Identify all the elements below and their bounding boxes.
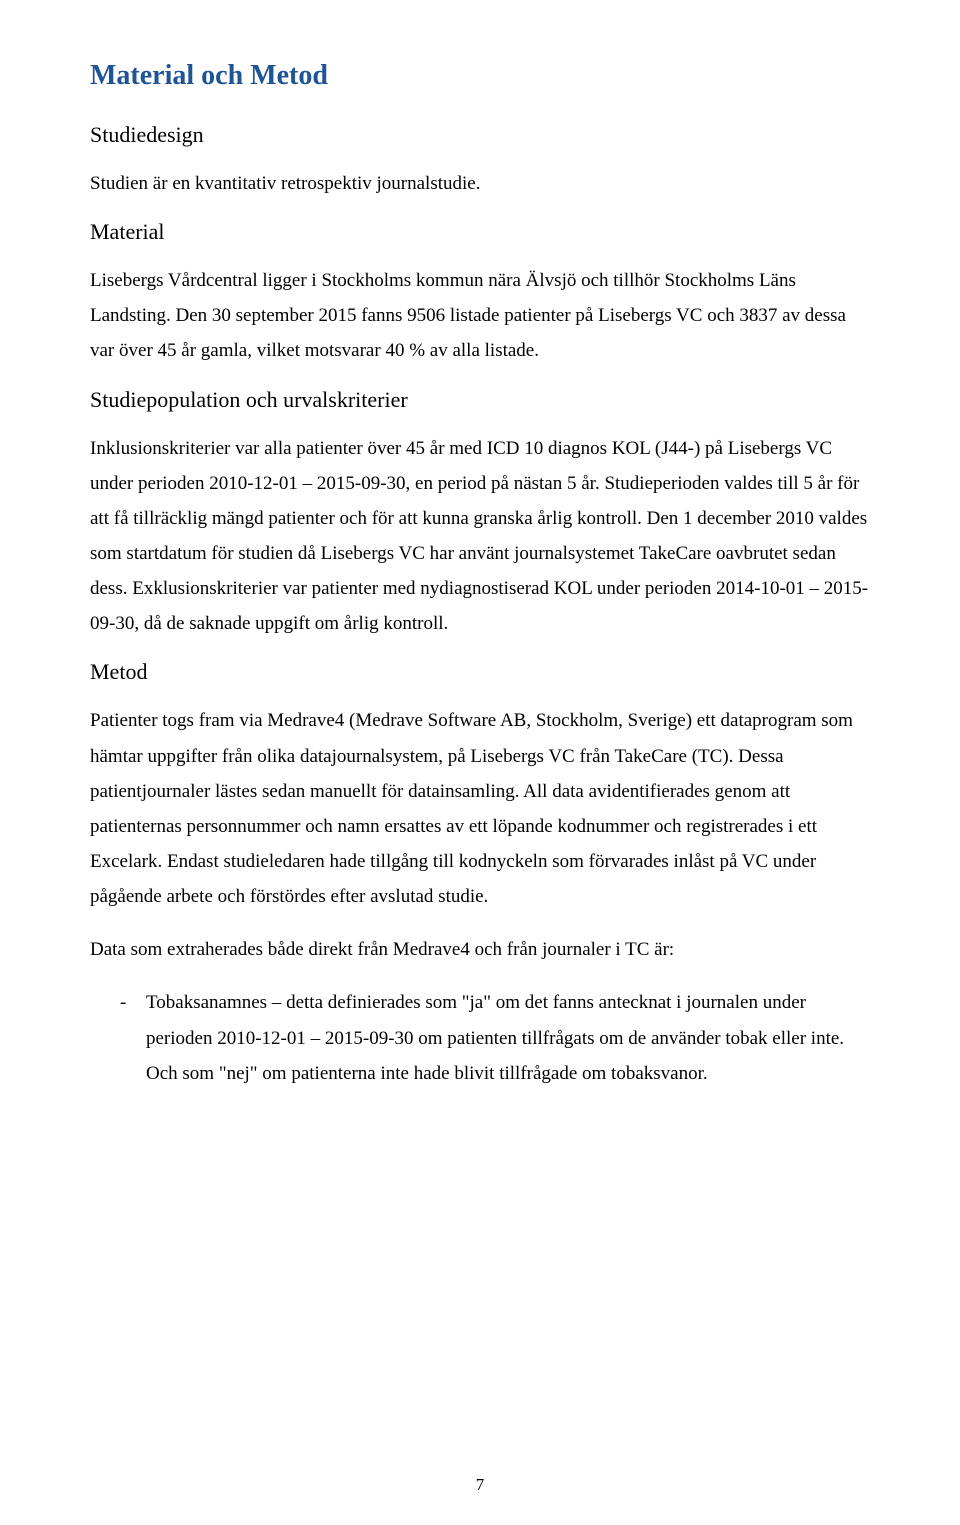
- page-number: 7: [0, 1475, 960, 1495]
- heading-material: Material: [90, 219, 870, 245]
- dash-icon: -: [120, 985, 126, 1020]
- paragraph-studiedesign-1: Studien är en kvantitativ retrospektiv j…: [90, 166, 870, 201]
- heading-studiedesign: Studiedesign: [90, 122, 870, 148]
- paragraph-metod-1: Patienter togs fram via Medrave4 (Medrav…: [90, 703, 870, 914]
- heading-studiepopulation: Studiepopulation och urvalskriterier: [90, 387, 870, 413]
- paragraph-studiepopulation-1: Inklusionskriterier var alla patienter ö…: [90, 431, 870, 642]
- paragraph-material-1: Lisebergs Vårdcentral ligger i Stockholm…: [90, 263, 870, 368]
- paragraph-metod-2: Data som extraherades både direkt från M…: [90, 932, 870, 967]
- list-item-1-text: Tobaksanamnes – detta definierades som "…: [146, 992, 844, 1083]
- document-page: Material och Metod Studiedesign Studien …: [0, 0, 960, 1525]
- list-item-1: - Tobaksanamnes – detta definierades som…: [90, 985, 870, 1090]
- heading-main: Material och Metod: [90, 60, 870, 92]
- heading-metod: Metod: [90, 659, 870, 685]
